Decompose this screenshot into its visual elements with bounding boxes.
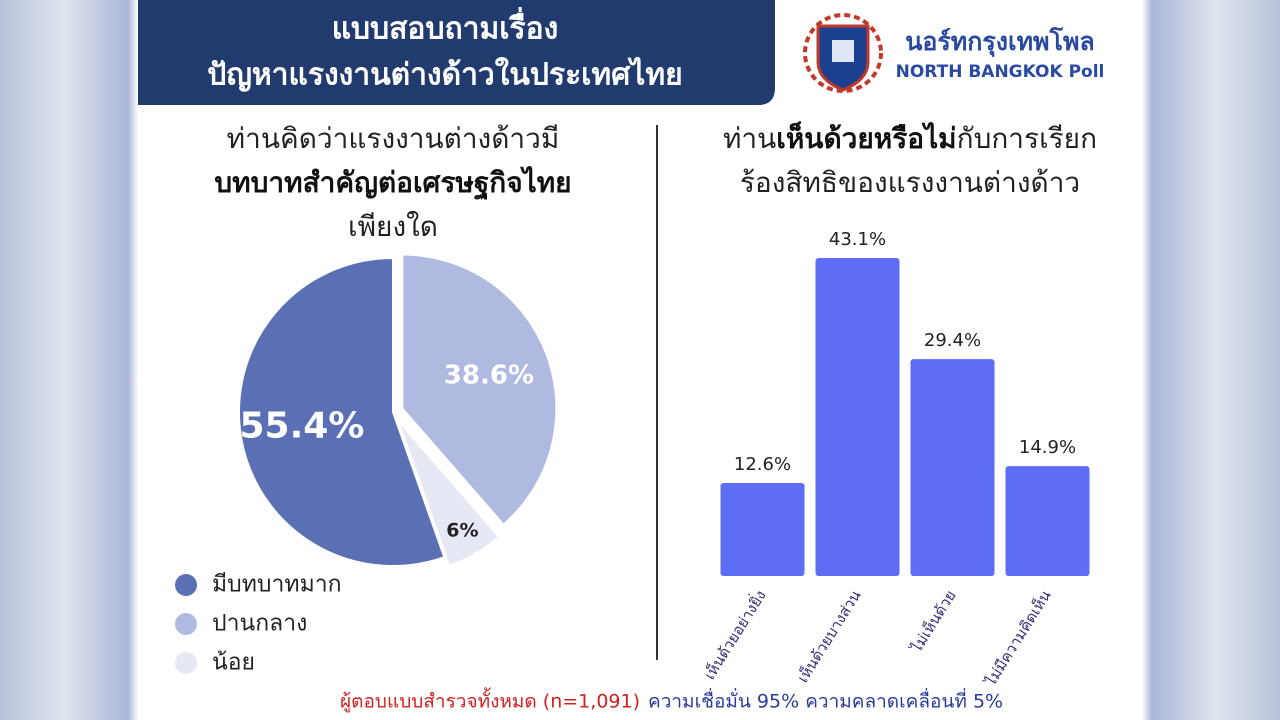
pie-title: บทบาทสำคัญต่อเศรษฐกิจไทย bbox=[214, 166, 571, 201]
bar bbox=[815, 258, 900, 576]
pie-label: 6% bbox=[446, 520, 478, 542]
bar-value-label: 14.9% bbox=[1019, 437, 1076, 458]
header-title: แบบสอบถามเรื่อง bbox=[332, 7, 559, 47]
legend-marker bbox=[175, 574, 197, 596]
bar-title-part: กับการเรียก bbox=[957, 122, 1097, 155]
bar-title-part: ท่าน bbox=[723, 122, 776, 155]
footer-note: ความเชื่อมั่น 95% ความคลาดเคลื่อนที่ 5% bbox=[648, 688, 1003, 713]
bar-title: ร้องสิทธิของแรงงานต่างด้าว bbox=[740, 166, 1080, 199]
header-title: ปัญหาแรงงานต่างด้าวในประเทศไทย bbox=[207, 57, 682, 93]
pie-slice bbox=[401, 253, 558, 527]
legend-label: ปานกลาง bbox=[212, 611, 307, 637]
brand-name-en: NORTH BANGKOK Poll bbox=[896, 62, 1105, 82]
bar-title: ท่านเห็นด้วยหรือไม่กับการเรียก bbox=[723, 121, 1097, 155]
legend-label: น้อย bbox=[212, 650, 255, 676]
bar-title-part: เห็นด้วยหรือไม่ bbox=[776, 121, 956, 155]
pie-title: ท่านคิดว่าแรงงานต่างด้าวมี bbox=[227, 122, 560, 155]
pie-slice bbox=[238, 256, 446, 567]
pie-label: 55.4% bbox=[239, 406, 364, 447]
logo bbox=[803, 13, 883, 93]
bar-value-label: 43.1% bbox=[829, 229, 886, 250]
pie-title: เพียงใด bbox=[348, 210, 438, 243]
legend-label: มีบทบาทมาก bbox=[212, 572, 342, 598]
pie-label: 38.6% bbox=[444, 361, 534, 391]
bar-value-label: 12.6% bbox=[734, 454, 791, 475]
header-band bbox=[138, 0, 775, 105]
brand-name: นอร์ทกรุงเทพโพล bbox=[905, 26, 1095, 58]
legend-marker bbox=[175, 652, 197, 674]
bar bbox=[910, 359, 995, 576]
bar bbox=[1005, 466, 1090, 576]
footer-sample: ผู้ตอบแบบสำรวจทั้งหมด (n=1,091) bbox=[340, 688, 640, 713]
bar bbox=[720, 483, 805, 576]
bar-value-label: 29.4% bbox=[924, 330, 981, 351]
legend-marker bbox=[175, 613, 197, 635]
pie-slice bbox=[397, 419, 501, 568]
